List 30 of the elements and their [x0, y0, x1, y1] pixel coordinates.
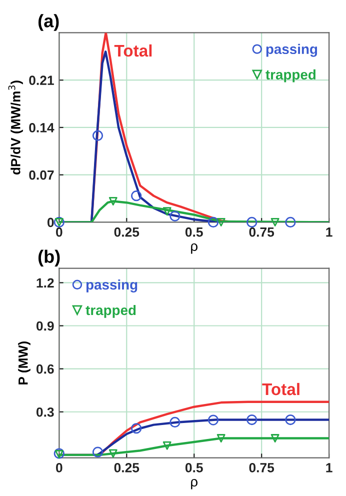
legend-label: passing [86, 279, 138, 292]
x-tick-label: 0 [56, 463, 62, 472]
chart-title: (a) [38, 14, 59, 31]
y-tick-label: 0.3 [36, 407, 54, 417]
series-label: Total [114, 44, 152, 57]
x-tick-label: 0.5 [185, 227, 203, 237]
y-tick-label: 0 [47, 218, 54, 228]
y-tick-label: 0.21 [29, 76, 54, 86]
legend-label: passing [266, 44, 318, 57]
x-tick-label: 0.25 [114, 463, 140, 472]
y-tick-label: 1.2 [36, 278, 54, 288]
y-axis-title: P (MW) [18, 341, 30, 384]
x-tick-label: 0 [56, 227, 62, 237]
y-tick-label: 0.6 [36, 364, 54, 374]
series-label: Total [262, 382, 300, 396]
x-tick-label: 0.25 [114, 227, 140, 237]
x-tick-label: 1 [326, 228, 332, 237]
chart-title: (b) [38, 250, 60, 267]
x-tick-label: 0.75 [249, 463, 274, 472]
y-axis-title: dP/dV (MW/m$^{3}$) [8, 80, 23, 174]
y-tick-label: 0.07 [29, 170, 54, 180]
y-tick-label: 0.14 [29, 123, 54, 132]
x-axis-title: ρ [191, 243, 198, 254]
x-tick-label: 1 [326, 463, 332, 472]
x-tick-label: 0.75 [249, 227, 274, 237]
x-axis-title: ρ [191, 478, 198, 490]
legend-label: trapped [266, 69, 316, 82]
y-tick-label: 0.9 [36, 321, 54, 331]
x-tick-label: 0.5 [185, 463, 203, 472]
legend-label: trapped [86, 304, 136, 318]
